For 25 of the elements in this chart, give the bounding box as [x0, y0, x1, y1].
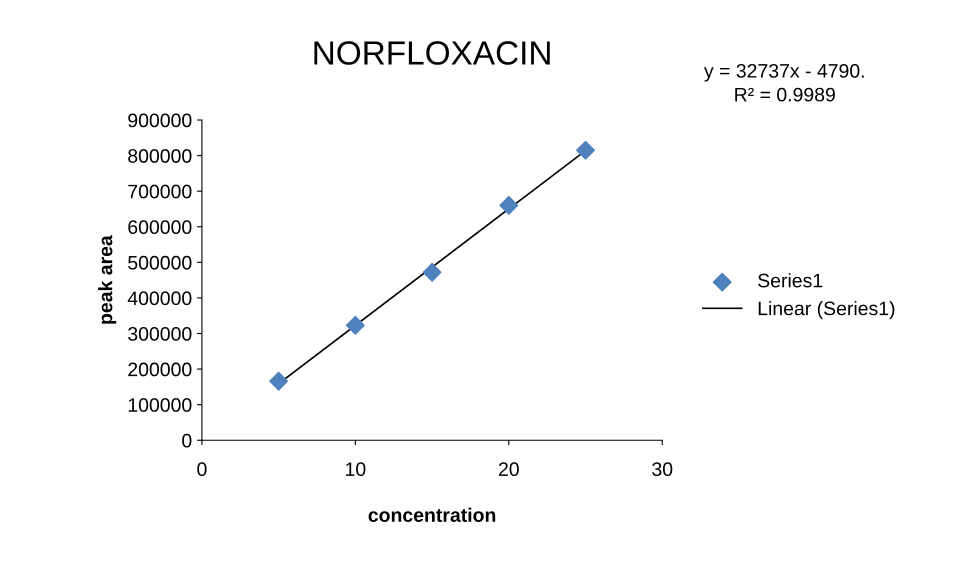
x-tick-label: 10	[346, 462, 366, 476]
y-axis-title: peak area	[98, 235, 116, 324]
x-axis-title: concentration	[368, 508, 496, 522]
y-tick-label: 0	[182, 434, 192, 448]
y-tick-label: 300000	[128, 326, 192, 341]
text: y = 32737x - 4790. R² = 0.9989	[704, 64, 864, 102]
y-tick-label: 800000	[128, 149, 192, 163]
x-tick-label: 0	[197, 462, 207, 476]
point	[576, 140, 596, 160]
y-tick-label: 500000	[128, 256, 192, 270]
y-tick-label: 100000	[128, 398, 192, 412]
point	[499, 196, 518, 215]
y-tick-label: 400000	[128, 291, 192, 306]
x-tick-label: 30	[652, 462, 672, 476]
y-tick-label: 600000	[128, 220, 192, 234]
chart-title: NORFLOXACIN	[314, 41, 550, 65]
y-tick-label: 900000	[128, 113, 192, 128]
point	[346, 316, 365, 335]
x-tick-label: 20	[498, 462, 519, 476]
point	[422, 262, 442, 282]
legend-label: Linear (Series1)	[758, 301, 894, 320]
y-tick-label: 200000	[128, 362, 192, 376]
y-tick-label: 700000	[128, 184, 192, 198]
legend-label: Series1	[758, 273, 822, 288]
point	[269, 372, 288, 391]
